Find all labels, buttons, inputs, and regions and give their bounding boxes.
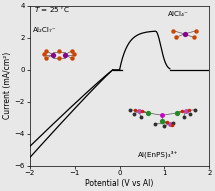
Text: Al₂Cl₇⁻: Al₂Cl₇⁻ <box>33 27 57 33</box>
Text: $T$ = 25$^\circ$C: $T$ = 25$^\circ$C <box>34 6 71 15</box>
X-axis label: Potential (V vs Al): Potential (V vs Al) <box>85 179 154 188</box>
Text: AlCl₄⁻: AlCl₄⁻ <box>168 11 189 17</box>
Text: Al(EnPS)₃³⁺: Al(EnPS)₃³⁺ <box>138 151 179 158</box>
Y-axis label: Current (mA/cm²): Current (mA/cm²) <box>3 52 12 119</box>
